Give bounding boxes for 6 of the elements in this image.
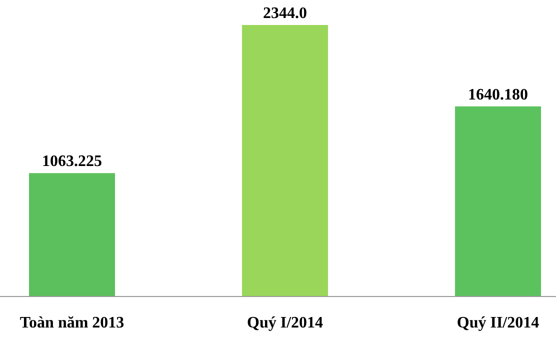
data-label: 1640.180 (468, 86, 528, 104)
x-tick-label: Quý I/2014 (246, 314, 324, 332)
x-tick-label: Quý II/2014 (456, 314, 540, 332)
data-label: 1063.225 (42, 153, 102, 170)
x-tick-label: Toàn năm 2013 (20, 314, 124, 332)
data-label: 2344.0 (263, 5, 307, 22)
